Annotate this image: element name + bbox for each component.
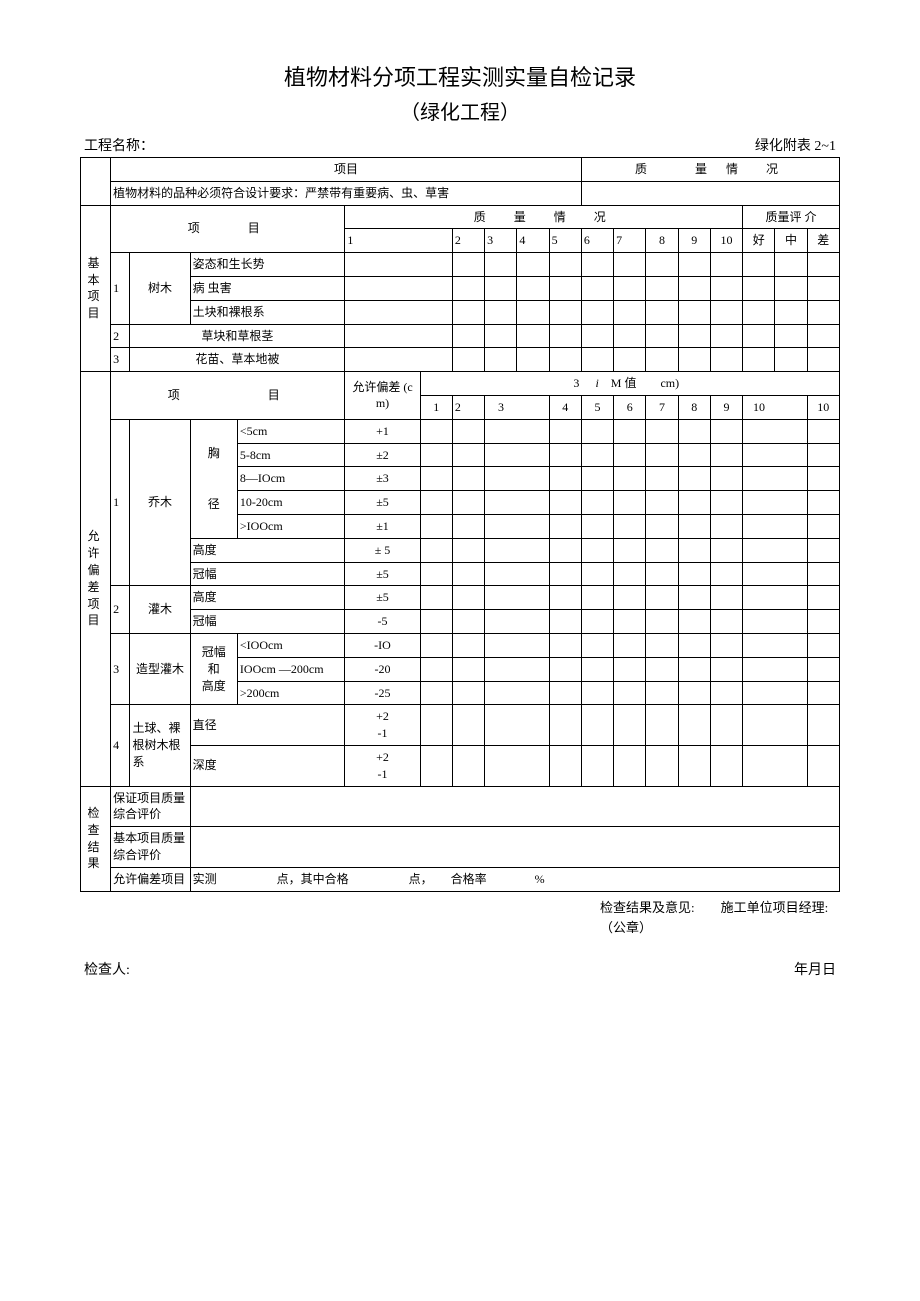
table-row: 病 虫害 — [81, 276, 840, 300]
table-row: 高度 ± 5 — [81, 538, 840, 562]
seal-label: （公章） — [600, 920, 652, 935]
basic-quality-header: 质 量 情 况 — [345, 205, 743, 229]
manager-label: 施工单位项目经理: — [721, 900, 829, 915]
table-row: 冠幅 -5 — [81, 610, 840, 634]
result-row: 允许偏差项目 实测 点，其中合格 点， 合格率 % — [81, 867, 840, 891]
table-row: 2 草块和草根茎 — [81, 324, 840, 348]
table-row: 1 乔木 胸径 <5cm +1 — [81, 419, 840, 443]
doc-subtitle: （绿化工程） — [80, 96, 840, 125]
basic-header-row: 基本项目 项 目 质 量 情 况 质量评 介 — [81, 205, 840, 229]
table-row: 3 花苗、草本地被 — [81, 348, 840, 372]
dev-item-header: 项 目 — [111, 372, 345, 420]
table-row: 4 土球、裸根树木根系 直径 +2-1 — [81, 705, 840, 746]
date-label: 年月日 — [794, 959, 836, 979]
main-table: 项目 质 量 情 况 植物材料的品种必须符合设计要求：严禁带有重要病、虫、草害 … — [80, 157, 840, 892]
basic-eval-header: 质量评 介 — [743, 205, 840, 229]
basic-side-label: 基本项目 — [81, 205, 111, 372]
table-row: 3 造型灌木 冠幅和高度 <IOOcm -IO — [81, 633, 840, 657]
table-row: 冠幅 ±5 — [81, 562, 840, 586]
material-req-row: 植物材料的品种必须符合设计要求：严禁带有重要病、虫、草害 — [81, 181, 840, 205]
result-row: 检查结果 保证项目质量综合评价 — [81, 786, 840, 827]
doc-title: 植物材料分项工程实测实量自检记录 — [80, 60, 840, 92]
table-row: 深度 +2-1 — [81, 745, 840, 786]
footer-block: 检查结果及意见: 施工单位项目经理: （公章） — [80, 898, 840, 940]
quality-label: 质 量 情 况 — [581, 158, 839, 182]
table-row: 2 灌木 高度 ±5 — [81, 586, 840, 610]
form-number: 绿化附表 2~1 — [755, 135, 836, 155]
dev-side-label: 允许偏差项目 — [81, 372, 111, 786]
dev-allow-header: 允许偏差 (cm) — [345, 372, 420, 420]
table-row: 1 树木 姿态和生长势 — [81, 253, 840, 277]
basic-item-header: 项 目 — [111, 205, 345, 253]
result-row: 基本项目质量综合评价 — [81, 827, 840, 868]
dev-header-row: 允许偏差项目 项 目 允许偏差 (cm) 3 i M 值 cm) — [81, 372, 840, 396]
checker-label: 检查人: — [84, 959, 130, 979]
table-row: 土块和裸根系 — [81, 300, 840, 324]
item-label: 项目 — [111, 158, 582, 182]
material-req: 植物材料的品种必须符合设计要求：严禁带有重要病、虫、草害 — [111, 181, 582, 205]
result-side-label: 检查结果 — [81, 786, 111, 891]
project-name-label: 工程名称： — [84, 135, 154, 155]
section1-header: 项目 质 量 情 况 — [81, 158, 840, 182]
footer-row: 检查人: 年月日 — [80, 959, 840, 979]
header-row: 工程名称： 绿化附表 2~1 — [80, 135, 840, 155]
opinion-label: 检查结果及意见: — [600, 900, 695, 915]
